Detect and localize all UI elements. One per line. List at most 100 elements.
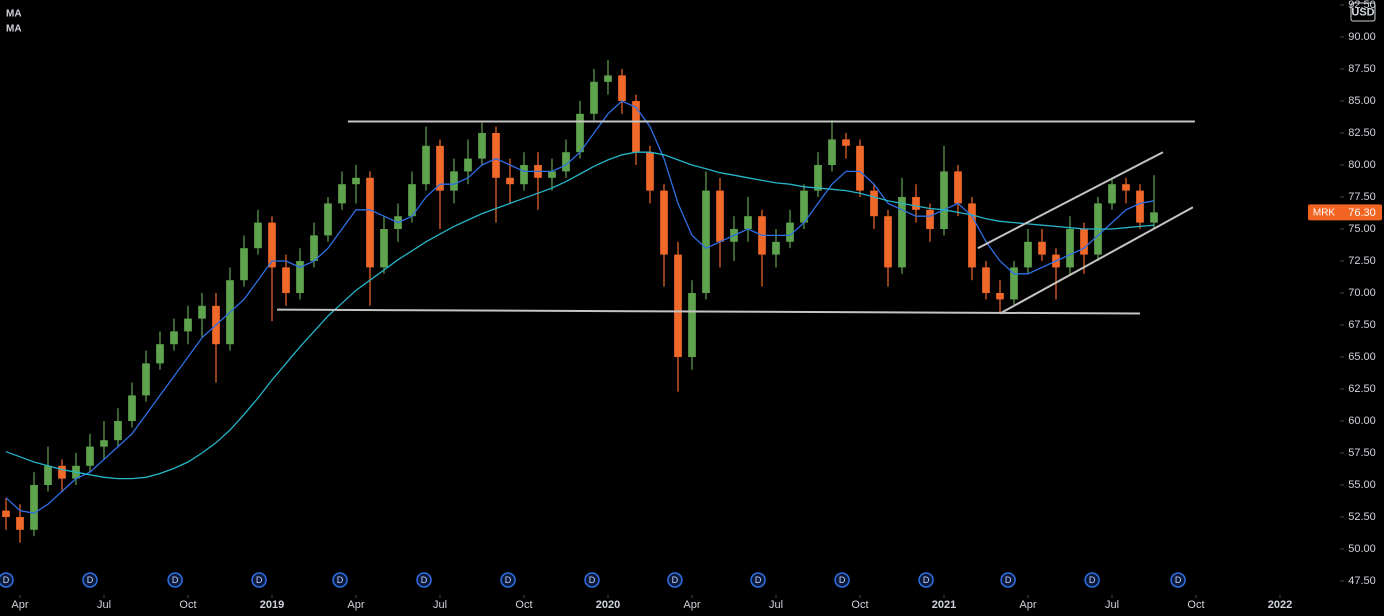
legend-entry: MA: [6, 9, 22, 20]
candle-body: [548, 171, 556, 178]
dividend-label: D: [337, 575, 344, 585]
dividend-marker: [667, 572, 683, 588]
candle-body: [268, 222, 276, 268]
candle-body: [128, 395, 136, 422]
candle-body: [828, 139, 836, 166]
trend-line: [977, 151, 1164, 250]
y-tick-label: 70.00: [1348, 287, 1376, 299]
currency-box: [1350, 2, 1376, 22]
candle-body: [688, 293, 696, 358]
dividend-label: D: [755, 575, 762, 585]
x-tick-label: 2020: [596, 599, 620, 611]
candle-body: [380, 229, 388, 268]
x-tick-label: Jul: [769, 599, 783, 611]
candle-body: [184, 318, 192, 332]
candle-body: [366, 177, 374, 268]
x-tick-label: Jul: [1105, 599, 1119, 611]
candle-body: [30, 485, 38, 530]
dividend-marker: [332, 572, 348, 588]
dividend-label: D: [3, 575, 10, 585]
candle-body: [450, 171, 458, 191]
candle-body: [240, 248, 248, 281]
dividend-marker: [918, 572, 934, 588]
price-tag: [1308, 204, 1382, 221]
x-tick-label: Jul: [97, 599, 111, 611]
candle-body: [422, 145, 430, 185]
trend-line: [999, 206, 1194, 315]
candle-body: [1010, 267, 1018, 300]
candle-body: [338, 184, 346, 204]
candle-body: [660, 190, 668, 255]
dividend-marker: [416, 572, 432, 588]
y-tick-label: 90.00: [1348, 31, 1376, 43]
candle-body: [716, 190, 724, 242]
candle-body: [296, 261, 304, 294]
candle-body: [310, 235, 318, 262]
dividend-label: D: [672, 575, 679, 585]
x-tick-label: 2021: [932, 599, 956, 611]
candle-body: [912, 197, 920, 210]
y-tick-label: 82.50: [1348, 127, 1376, 139]
x-tick-label: Oct: [515, 599, 532, 611]
dividend-label: D: [256, 575, 263, 585]
y-tick-label: 87.50: [1348, 63, 1376, 75]
dividend-marker: [1084, 572, 1100, 588]
dividend-label: D: [1175, 575, 1182, 585]
y-tick-label: 80.00: [1348, 159, 1376, 171]
candle-body: [58, 465, 66, 479]
ma-line: [5, 100, 1155, 514]
dividend-marker: [584, 572, 600, 588]
candle-body: [940, 171, 948, 230]
y-tick-label: 57.50: [1348, 447, 1376, 459]
candle-body: [702, 190, 710, 294]
candle-body: [2, 510, 10, 518]
x-tick-label: Jul: [433, 599, 447, 611]
candle-body: [464, 158, 472, 172]
legend-entry: MA: [6, 24, 22, 35]
dividend-label: D: [1089, 575, 1096, 585]
y-tick-label: 77.50: [1348, 191, 1376, 203]
candle-body: [1024, 241, 1032, 268]
dividend-label: D: [923, 575, 930, 585]
x-tick-label: Oct: [179, 599, 196, 611]
price-tag-label: 76.30: [1348, 207, 1376, 219]
dividend-label: D: [87, 575, 94, 585]
candle-body: [590, 81, 598, 114]
y-tick-label: 47.50: [1348, 575, 1376, 587]
y-tick-label: 85.00: [1348, 95, 1376, 107]
candle-body: [1066, 229, 1074, 268]
candle-body: [86, 446, 94, 466]
y-tick-label: 55.00: [1348, 479, 1376, 491]
dividend-label: D: [589, 575, 596, 585]
candle-body: [856, 145, 864, 191]
price-tag-symbol: MRK: [1313, 208, 1336, 219]
candle-body: [772, 241, 780, 255]
candle-body: [44, 465, 52, 486]
plot-area: [2, 60, 1195, 543]
dividend-label: D: [1005, 575, 1012, 585]
dividend-label: D: [172, 575, 179, 585]
candle-body: [436, 145, 444, 191]
dividend-marker: [1000, 572, 1016, 588]
y-tick-label: 52.50: [1348, 511, 1376, 523]
y-tick-label: 92.50: [1348, 0, 1376, 11]
candle-body: [870, 190, 878, 217]
dividend-marker: [0, 572, 14, 588]
x-tick-label: Apr: [11, 599, 28, 611]
candle-body: [996, 293, 1004, 300]
candle-body: [254, 222, 262, 249]
candle-body: [618, 75, 626, 102]
candle-body: [198, 305, 206, 319]
candle-body: [744, 216, 752, 230]
candle-body: [170, 331, 178, 345]
x-tick-label: Oct: [851, 599, 868, 611]
y-tick-label: 75.00: [1348, 223, 1376, 235]
y-tick-label: 62.50: [1348, 383, 1376, 395]
currency: USD: [1351, 6, 1374, 18]
candle-body: [632, 101, 640, 153]
y-tick-label: 50.00: [1348, 543, 1376, 555]
dividend-label: D: [421, 575, 428, 585]
candle-body: [282, 267, 290, 294]
candle-body: [114, 421, 122, 441]
